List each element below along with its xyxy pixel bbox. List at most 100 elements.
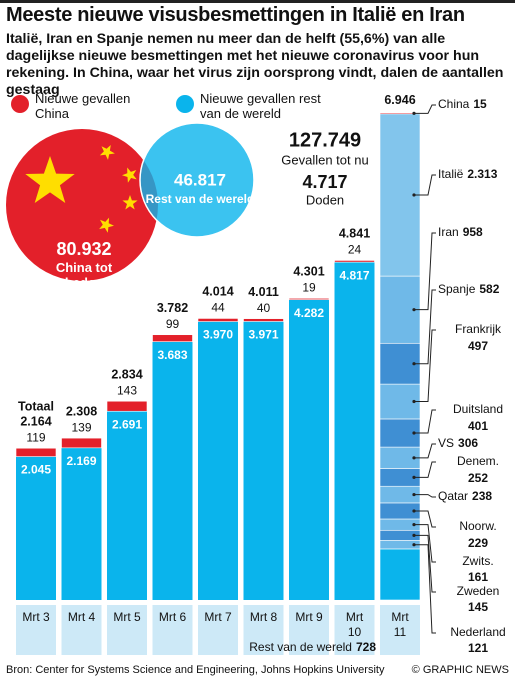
- bar-segment: [198, 321, 238, 600]
- leader-dot: [412, 193, 416, 197]
- value-label: 3.971: [248, 328, 278, 342]
- segment-name: Spanje: [438, 282, 476, 296]
- total-label: 4.301: [293, 265, 324, 279]
- value-label: 2.169: [66, 454, 96, 468]
- value-label: 3.970: [203, 328, 233, 342]
- leader-line: [414, 329, 436, 403]
- totals-label: Totaal: [18, 400, 54, 414]
- x-tick-label: Mrt 3: [22, 610, 50, 624]
- category-box: [152, 605, 193, 655]
- leader-line: [414, 174, 436, 196]
- leader-line: [414, 461, 436, 478]
- total-label: 6.946: [384, 93, 415, 107]
- category-box: [198, 605, 238, 655]
- bar-segment: [15, 447, 57, 457]
- x-tick-label: Mrt 10: [345, 610, 364, 639]
- segment-value: 252: [468, 471, 488, 485]
- subtitle: Italië, Iran en Spanje nemen nu meer dan…: [6, 31, 504, 98]
- segment-value: 497: [468, 339, 488, 353]
- segment-name: Noorw.: [459, 519, 496, 533]
- category-box: [16, 605, 56, 655]
- bar-segment: [61, 447, 102, 600]
- leader-line: [414, 534, 436, 593]
- leader-dot: [412, 111, 416, 115]
- value-label: 2.691: [112, 417, 142, 431]
- segment-name: Italië: [438, 167, 464, 181]
- total-label: 3.782: [157, 301, 188, 315]
- summary-value: 127.749: [289, 129, 361, 151]
- bar-segment: [243, 318, 284, 322]
- chart-title: Meeste nieuwe visusbesmettingen in Itali…: [6, 4, 465, 26]
- legend-label: Nieuwe gevallen rest van de wereld: [200, 91, 321, 121]
- segment-value: 161: [468, 570, 488, 584]
- leader-dot: [412, 456, 416, 460]
- segment-value: 15: [473, 97, 487, 111]
- bar-segment: [61, 437, 102, 449]
- world-circle: [139, 122, 255, 238]
- flag-star: [122, 167, 137, 183]
- leader-dot: [412, 509, 416, 513]
- leader-line: [414, 232, 436, 311]
- value-label: 4.282: [294, 306, 324, 320]
- bar-segment: [16, 456, 56, 600]
- value-label: 4.817: [339, 268, 369, 282]
- legend-swatch: [176, 95, 194, 113]
- leader-dot: [412, 523, 416, 527]
- value-label: 119: [26, 430, 45, 444]
- leader-line: [414, 524, 436, 563]
- legend-label: Nieuwe gevallen China: [35, 91, 131, 121]
- bar-segment: [152, 341, 193, 600]
- segment-value: 121: [468, 641, 488, 655]
- segment-value: 238: [472, 489, 492, 503]
- credit: © GRAPHIC NEWS: [411, 664, 509, 676]
- x-tick-label: Mrt 4: [67, 610, 96, 624]
- bar-segment: [289, 299, 329, 600]
- x-tick-label: Mrt 6: [158, 610, 187, 624]
- x-tick-label: Mrt 9: [295, 610, 323, 624]
- segment-name: Zweden: [457, 584, 500, 598]
- summary-value: 80.932: [56, 239, 111, 259]
- value-label: 99: [166, 317, 180, 331]
- leader-dot: [412, 308, 416, 312]
- flag-star: [99, 145, 115, 160]
- segment-name: Denem.: [457, 454, 499, 468]
- china-circle: [6, 129, 158, 281]
- summary-label: Gevallen tot nu: [281, 152, 368, 167]
- category-box: [380, 605, 420, 655]
- segment-name: Rest van de wereld: [249, 640, 352, 654]
- legend-swatch: [11, 95, 29, 113]
- value-label: 143: [117, 383, 137, 397]
- bar-segment: [152, 334, 193, 342]
- bar-segment: [334, 262, 375, 600]
- category-box: [334, 605, 375, 655]
- bar-segment: [334, 260, 375, 263]
- bar-segment: [243, 321, 284, 600]
- value-label: 19: [302, 280, 316, 294]
- segment-label: Spanje 582: [438, 282, 500, 296]
- x-tick-label: Mrt 8: [249, 610, 278, 624]
- segment-label: Italië 2.313: [438, 167, 498, 181]
- flag-star: [99, 217, 114, 233]
- segment-value: 145: [468, 600, 488, 614]
- segment-value: 582: [479, 282, 499, 296]
- leader-dot: [412, 431, 416, 435]
- x-tick-label: Mrt 5: [113, 610, 141, 624]
- total-label: 2.308: [66, 404, 97, 418]
- segment-name: Duitsland: [453, 402, 503, 416]
- total-label: 4.014: [202, 285, 233, 299]
- x-tick-label: Mrt 7: [204, 610, 232, 624]
- top-rule: [0, 0, 515, 3]
- segment-label: Qatar 238: [438, 489, 492, 503]
- segment-name: Nederland: [450, 625, 505, 639]
- value-label: 24: [348, 243, 362, 257]
- leader-dot: [412, 399, 416, 404]
- flag-star: [25, 156, 75, 203]
- category-box: [107, 605, 147, 655]
- summary-label: China tot heden: [55, 260, 113, 290]
- bar-segment: [288, 298, 330, 300]
- bar-segment: [106, 400, 148, 412]
- segment-value: 401: [468, 419, 488, 433]
- leader-line: [414, 104, 436, 114]
- summary-label: Doden: [306, 192, 344, 207]
